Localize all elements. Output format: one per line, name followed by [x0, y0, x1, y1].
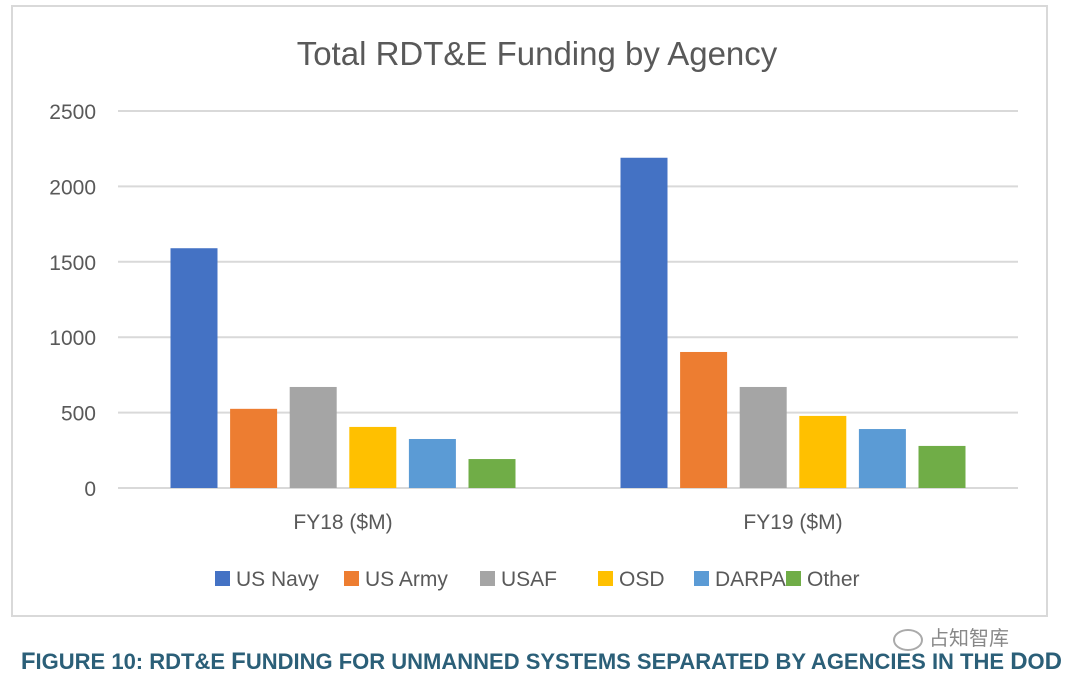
legend-swatch	[694, 571, 709, 586]
chart-title: Total RDT&E Funding by Agency	[297, 35, 778, 72]
y-tick-label: 500	[61, 403, 96, 426]
legend-swatch	[480, 571, 495, 586]
caption-part: D	[1010, 648, 1028, 675]
legend-label: OSD	[619, 568, 665, 591]
caption-part: F	[20, 648, 36, 675]
caption-part: O	[1027, 649, 1045, 674]
legend-label: DARPA	[715, 568, 786, 591]
bar-us-army-0	[230, 408, 278, 488]
x-tick-label: FY19 ($M)	[743, 511, 842, 534]
legend-label: US Army	[365, 568, 448, 591]
bar-us-navy-0	[170, 248, 218, 488]
y-tick-label: 1500	[49, 252, 96, 275]
bar-us-navy-1	[620, 157, 668, 489]
y-tick-label: 2500	[49, 101, 96, 124]
x-tick-label: FY18 ($M)	[293, 511, 392, 534]
legend-swatch	[786, 571, 801, 586]
watermark: 占知智库	[893, 622, 1009, 651]
legend-swatch	[598, 571, 613, 586]
bar-darpa-1	[858, 429, 906, 488]
y-tick-label: 1000	[49, 327, 96, 350]
bar-usaf-0	[289, 386, 337, 488]
bar-osd-1	[799, 415, 847, 488]
bar-us-army-1	[680, 351, 728, 488]
watermark-text: 占知智库	[929, 626, 1009, 650]
bar-chart: Total RDT&E Funding by Agency 0 500 1000 15…	[49, 35, 1018, 591]
legend-swatch	[215, 571, 230, 586]
caption-part: F	[231, 648, 246, 675]
caption-part: D	[1044, 648, 1062, 675]
caption-part: IGURE 10: RDT&E	[35, 649, 232, 674]
legend-swatch	[344, 571, 359, 586]
y-tick-label: 0	[84, 478, 96, 501]
bar-other-0	[468, 459, 516, 488]
wechat-icon	[893, 628, 923, 651]
bar-other-1	[918, 445, 966, 488]
caption-part: UNDING FOR UNMANNED SYSTEMS SEPARATED BY…	[245, 649, 1011, 674]
legend-label: US Navy	[236, 568, 319, 591]
bar-usaf-1	[739, 386, 787, 488]
y-tick-label: 2000	[49, 176, 96, 199]
chart-frame: Total RDT&E Funding by Agency 0 500 1000 15…	[11, 5, 1048, 617]
figure-caption: FIGURE 10: RDT&E FUNDING FOR UNMANNED SY…	[0, 648, 1062, 676]
bar-darpa-0	[408, 438, 456, 488]
legend-label: Other	[807, 568, 860, 591]
bar-osd-0	[349, 426, 397, 488]
legend-label: USAF	[501, 568, 557, 591]
